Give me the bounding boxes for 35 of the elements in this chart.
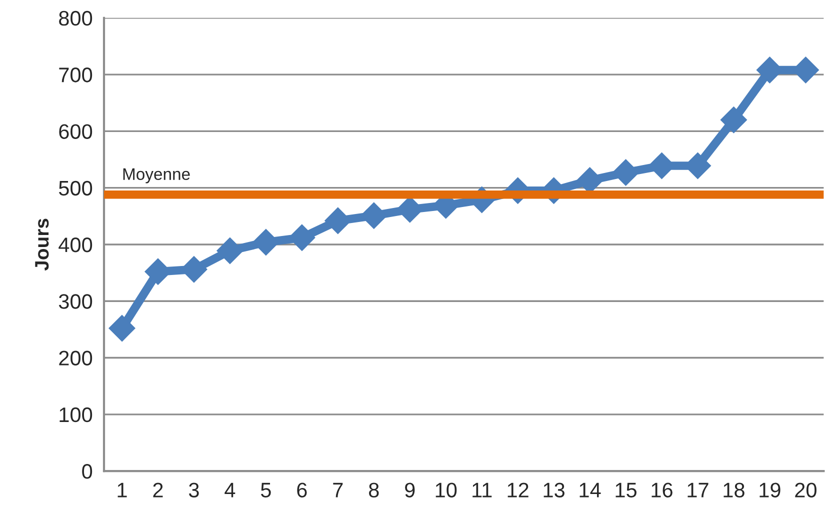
- x-tick-label: 4: [224, 482, 236, 498]
- y-tick-label: 600: [59, 124, 92, 139]
- x-tick-label: 20: [795, 482, 816, 498]
- point: [720, 106, 748, 134]
- y-tick-label: 300: [58, 294, 92, 309]
- x-tick-label: 3: [188, 482, 199, 498]
- x-tick-label: 11: [472, 482, 492, 498]
- y-tick-label: 0: [82, 464, 92, 479]
- y-tick-label: 200: [59, 350, 92, 366]
- x-tick-label: 15: [616, 482, 636, 498]
- y-tick-label: 800: [59, 10, 92, 26]
- x-tick-label: 14: [580, 482, 601, 498]
- y-tick-label: 400: [58, 237, 92, 252]
- y-axis-title: Jours: [35, 218, 49, 271]
- x-tick-label: 10: [436, 482, 457, 498]
- x-tick-label: 1: [118, 482, 127, 498]
- y-tick-label: 700: [59, 68, 92, 82]
- x-tick-label: 13: [544, 482, 564, 498]
- ref-line-label: Moyenne: [123, 168, 190, 184]
- x-tick-label: 6: [297, 482, 307, 498]
- x-tick-label: 18: [724, 482, 744, 498]
- x-tick-label: 8: [368, 482, 379, 498]
- point: [612, 159, 640, 186]
- x-tick-label: 12: [508, 482, 528, 498]
- x-tick-label: 16: [652, 482, 672, 498]
- x-tick-label: 7: [333, 482, 343, 498]
- x-tick-label: 17: [688, 482, 708, 498]
- point: [108, 315, 136, 342]
- x-tick-label: 9: [405, 482, 415, 498]
- y-tick-label: 500: [58, 180, 92, 196]
- point: [216, 237, 244, 264]
- x-tick-label: 19: [760, 482, 780, 498]
- x-tick-label: 2: [153, 482, 163, 498]
- y-tick-label: 100: [60, 407, 92, 422]
- x-tick-label: 5: [260, 482, 271, 498]
